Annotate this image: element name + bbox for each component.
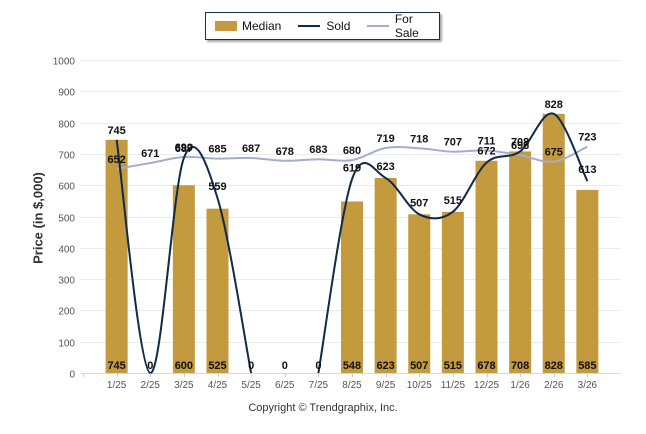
for-sale-value-label: 675 (545, 147, 563, 159)
x-tick-label: 12/25 (474, 380, 499, 391)
median-bar (542, 113, 565, 373)
sold-value-label: 687 (175, 143, 193, 155)
for-sale-value-label: 678 (276, 146, 294, 158)
legend-item-median[interactable]: Median (215, 19, 281, 33)
for-sale-line (116, 145, 588, 170)
y-tick-label: 200 (58, 307, 75, 318)
legend-item-for-sale[interactable]: For Sale (359, 12, 439, 40)
y-tick-label: 900 (58, 88, 75, 99)
median-value-label: 0 (147, 360, 153, 372)
median-bar (206, 208, 229, 373)
for-sale-value-label: 711 (478, 135, 496, 147)
median-value-label: 708 (511, 360, 529, 372)
median-bar (374, 178, 397, 373)
y-axis-label: Price (in $,000) (30, 172, 46, 264)
for-sale-value-label: 671 (141, 148, 159, 160)
sold-value-label: 745 (107, 125, 125, 137)
legend-label-sold: Sold (326, 19, 351, 33)
y-tick-label: 400 (58, 245, 75, 256)
for-sale-value-label: 687 (242, 143, 260, 155)
x-axis: 1/25 2/25 3/25 4/25 5/25 6/25 7/25 8/25 9/25 10/2… (83, 373, 598, 391)
for-sale-value-label: 683 (309, 144, 327, 156)
sold-value-label: 619 (343, 162, 361, 174)
sold-value-label: 708 (511, 136, 529, 148)
sold-value-label: 672 (477, 146, 495, 158)
sold-line-swatch-icon (298, 25, 321, 27)
x-tick-label: 1/26 (510, 380, 530, 391)
for-sale-value-label: 696 (511, 140, 529, 152)
y-tick-label: 500 (58, 214, 75, 225)
copyright: Copyright © Trendgraphix, Inc. (248, 402, 398, 414)
x-tick-label: 2/26 (544, 380, 564, 391)
x-tick-label: 3/26 (578, 380, 598, 391)
median-value-label: 515 (444, 360, 462, 372)
for-sale-value-label: 690 (175, 142, 193, 154)
sold-value-label: 623 (376, 161, 394, 173)
for-sale-value-label: 652 (107, 154, 125, 166)
x-tick-label: 4/25 (208, 380, 228, 391)
median-bar (576, 189, 599, 373)
median-value-label: 548 (343, 360, 361, 372)
sold-value-label: 507 (410, 197, 428, 209)
median-bars (105, 113, 599, 373)
median-bar (105, 139, 128, 373)
x-tick-label: 11/25 (441, 380, 466, 391)
sold-value-label: 828 (545, 99, 563, 111)
for-sale-value-label: 685 (208, 144, 226, 156)
sold-line (317, 112, 589, 374)
median-value-label: 678 (477, 360, 495, 372)
for-sale-value-label: 707 (444, 137, 462, 149)
y-axis-ticks: 0 100 200 300 400 500 600 700 800 900 1000 (53, 57, 76, 381)
y-tick-label: 100 (58, 339, 75, 350)
y-tick-label: 0 (69, 370, 75, 381)
median-value-label: 525 (208, 360, 226, 372)
median-value-label: 0 (282, 360, 288, 372)
for-sale-value-label: 718 (410, 133, 428, 145)
median-value-label: 507 (410, 360, 428, 372)
y-tick-label: 300 (58, 276, 75, 287)
x-tick-label: 6/25 (275, 380, 295, 391)
y-tick-label: 700 (58, 151, 75, 162)
sold-value-label: 613 (578, 164, 596, 176)
median-value-label: 600 (175, 360, 193, 372)
median-bar (172, 185, 195, 373)
series-lines (115, 112, 589, 375)
median-value-label: 623 (376, 360, 394, 372)
median-bar (408, 214, 431, 373)
median-swatch-icon (215, 21, 237, 31)
sold-line (115, 139, 253, 375)
sold-value-label: 515 (444, 195, 462, 207)
x-tick-label: 9/25 (376, 380, 396, 391)
y-tick-label: 600 (58, 182, 75, 193)
x-tick-label: 1/25 (107, 380, 127, 391)
median-bar (441, 211, 464, 373)
median-value-label: 0 (315, 360, 321, 372)
x-tick-label: 8/25 (342, 380, 362, 391)
for-sale-value-label: 680 (343, 145, 361, 157)
median-bar (509, 151, 532, 373)
x-tick-label: 7/25 (309, 380, 329, 391)
legend-item-sold[interactable]: Sold (290, 19, 350, 33)
for-sale-value-label: 723 (578, 132, 596, 144)
median-value-label: 828 (545, 360, 563, 372)
median-value-label: 0 (248, 360, 254, 372)
legend-label-median: Median (242, 19, 282, 33)
x-tick-label: 10/25 (407, 380, 432, 391)
for-sale-line-swatch-icon (367, 25, 389, 27)
x-tick-label: 3/25 (174, 380, 194, 391)
data-labels: 745 0 600 525 0 0 0 548 623 507 515 678 708 828 585 652… (107, 99, 596, 372)
median-bar (341, 201, 363, 373)
y-tick-label: 1000 (53, 57, 76, 68)
x-tick-label: 5/25 (241, 380, 261, 391)
legend-label-for-sale: For Sale (394, 12, 419, 40)
legend: Median Sold For Sale (205, 12, 440, 40)
median-bar (475, 160, 498, 373)
for-sale-value-label: 719 (376, 133, 394, 145)
x-tick-label: 2/25 (141, 380, 161, 391)
y-tick-label: 800 (58, 120, 75, 131)
median-value-label: 745 (107, 360, 125, 372)
sold-value-label: 559 (208, 181, 226, 193)
median-value-label: 585 (578, 360, 596, 372)
